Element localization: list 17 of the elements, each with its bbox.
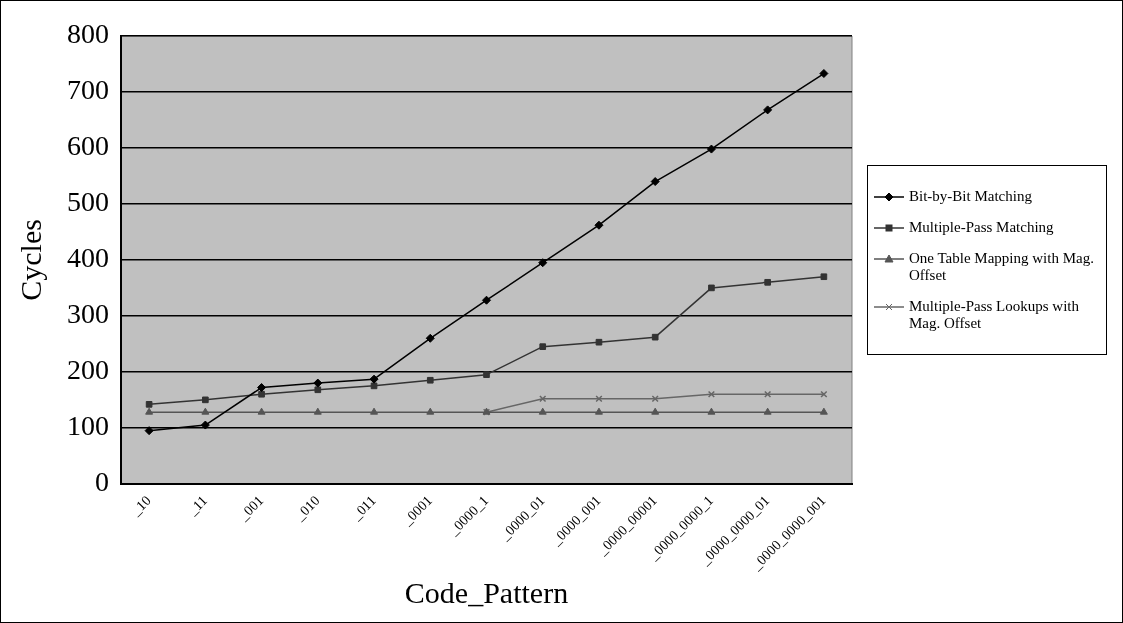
y-tick-label: 700: [67, 74, 109, 106]
y-tick-label: 300: [67, 298, 109, 330]
y-tick-label: 0: [95, 466, 109, 498]
y-tick-label: 800: [67, 18, 109, 50]
x-tick-label: _11: [184, 492, 211, 519]
legend-label: Bit-by-Bit Matching: [909, 187, 1032, 205]
legend-label: Multiple-Pass Matching: [909, 218, 1054, 236]
y-tick-label: 100: [67, 410, 109, 442]
y-tick-label: 500: [67, 186, 109, 218]
legend-label: Multiple-Pass Lookups with Mag. Offset: [909, 297, 1080, 332]
y-tick-label: 600: [67, 130, 109, 162]
y-tick-label: 400: [67, 242, 109, 274]
legend-label: One Table Mapping with Mag. Offset: [909, 249, 1095, 284]
x-axis-title: Code_Pattern: [404, 575, 569, 609]
x-tick-label: _10: [127, 492, 154, 520]
y-tick-label: 200: [67, 354, 109, 386]
y-axis-title: Cycles: [13, 219, 47, 301]
